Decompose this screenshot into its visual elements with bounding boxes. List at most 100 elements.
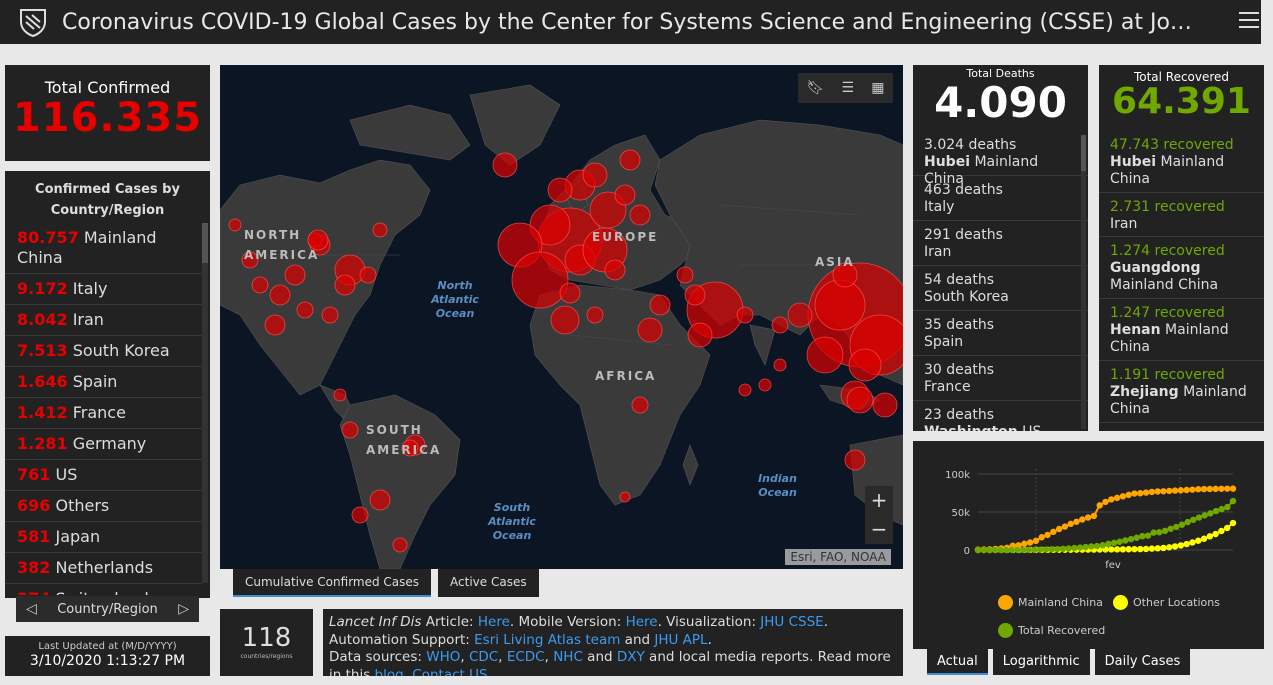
case-bubble[interactable] (687, 322, 713, 348)
data-point[interactable] (1154, 488, 1161, 495)
data-point[interactable] (1224, 524, 1231, 532)
tab-actual[interactable]: Actual (927, 649, 988, 675)
case-bubble[interactable] (321, 306, 339, 324)
data-point[interactable] (1224, 503, 1231, 511)
case-bubble[interactable] (264, 314, 286, 336)
data-point[interactable] (1105, 540, 1112, 548)
data-point[interactable] (1096, 502, 1103, 509)
next-arrow-icon[interactable]: ▷ (178, 601, 189, 617)
case-bubble[interactable] (307, 229, 329, 251)
case-bubble[interactable] (676, 266, 694, 284)
legend-total-recovered[interactable]: Total Recovered (998, 623, 1105, 638)
data-point[interactable] (1177, 487, 1185, 494)
data-point[interactable] (1189, 486, 1196, 493)
data-point[interactable] (1166, 487, 1173, 495)
data-point[interactable] (1160, 544, 1167, 552)
data-point[interactable] (1048, 546, 1055, 553)
data-point[interactable] (1113, 546, 1121, 553)
case-bubble[interactable] (848, 348, 882, 382)
case-bubble[interactable] (492, 152, 518, 178)
data-point[interactable] (1200, 485, 1208, 493)
jhu-csse-link[interactable]: JHU CSSE (760, 614, 824, 630)
list-item[interactable]: 7.513 South Korea (5, 336, 202, 367)
legend-other-locations[interactable]: Other Locations (1113, 595, 1220, 610)
data-point[interactable] (1150, 529, 1157, 536)
data-point[interactable] (1116, 538, 1123, 545)
case-bubble[interactable] (736, 306, 754, 324)
data-point[interactable] (1160, 488, 1167, 495)
tab-cumulative-confirmed[interactable]: Cumulative Confirmed Cases (233, 569, 432, 597)
data-point[interactable] (1076, 544, 1084, 551)
case-bubble[interactable] (738, 383, 752, 397)
case-bubble[interactable] (773, 358, 787, 372)
data-point[interactable] (1148, 488, 1156, 496)
data-point[interactable] (1122, 537, 1129, 544)
case-bubble[interactable] (392, 537, 408, 553)
blog-link[interactable]: blog (374, 666, 404, 677)
list-item[interactable]: 463 deaths Italy (913, 176, 1088, 221)
data-point[interactable] (1044, 531, 1051, 539)
data-point[interactable] (1200, 535, 1208, 542)
data-point[interactable] (1054, 545, 1061, 553)
case-bubble[interactable] (787, 302, 813, 328)
data-point[interactable] (1110, 539, 1118, 547)
recovered-list-panel[interactable]: 47.743 recovered Hubei Mainland China 2.73… (1099, 131, 1264, 431)
list-item[interactable]: 8.042 Iran (5, 305, 202, 336)
data-point[interactable] (1137, 490, 1144, 497)
data-point[interactable] (1166, 544, 1173, 551)
data-point[interactable] (1139, 532, 1146, 540)
data-point[interactable] (1229, 519, 1237, 527)
list-item[interactable]: 1.412 France (5, 398, 202, 429)
data-point[interactable] (1042, 546, 1050, 553)
data-point[interactable] (1171, 543, 1179, 550)
list-item[interactable]: 30 deaths France (913, 356, 1088, 401)
data-point[interactable] (1154, 545, 1161, 552)
data-point[interactable] (1099, 542, 1106, 549)
data-point[interactable] (1184, 518, 1191, 526)
data-point[interactable] (1026, 539, 1034, 546)
list-item[interactable]: 1.247 recovered Henan Mainland China (1099, 299, 1264, 361)
article-link[interactable]: Here (477, 614, 510, 630)
case-bubble[interactable] (844, 449, 866, 471)
data-point[interactable] (1037, 546, 1044, 553)
data-point[interactable] (1206, 533, 1214, 540)
data-point[interactable] (1021, 540, 1028, 547)
case-bubble[interactable] (284, 264, 306, 286)
data-point[interactable] (1102, 498, 1109, 506)
data-point[interactable] (1119, 546, 1127, 553)
data-point[interactable] (1167, 525, 1174, 532)
data-point[interactable] (1218, 505, 1225, 513)
case-bubble[interactable] (341, 421, 359, 439)
country-region-tab-label[interactable]: Country/Region (57, 601, 158, 617)
case-bubble[interactable] (684, 284, 706, 306)
list-item[interactable]: 1.274 recovered Guangdong Mainland China (1099, 237, 1264, 299)
data-point[interactable] (1065, 545, 1072, 552)
case-bubble[interactable] (814, 279, 866, 331)
case-bubble[interactable] (372, 222, 388, 238)
prev-arrow-icon[interactable]: ◁ (26, 601, 37, 617)
data-point[interactable] (1195, 514, 1203, 521)
list-item[interactable]: 9.172 Italy (5, 274, 202, 305)
case-bubble[interactable] (547, 177, 573, 203)
case-bubbles[interactable] (228, 149, 903, 553)
case-bubble[interactable] (582, 162, 608, 188)
data-point[interactable] (1142, 545, 1150, 553)
data-point[interactable] (1212, 507, 1220, 515)
deaths-list-panel[interactable]: 3.024 deaths Hubei Mainland China 463 deat… (913, 131, 1088, 431)
case-bubble[interactable] (619, 149, 641, 171)
case-bubble[interactable] (629, 204, 651, 226)
data-point[interactable] (1178, 521, 1186, 528)
data-point[interactable] (1073, 518, 1080, 525)
data-point[interactable] (991, 546, 999, 554)
data-point[interactable] (1020, 546, 1027, 554)
list-item[interactable]: 3.024 deaths Hubei Mainland China (913, 131, 1088, 187)
data-point[interactable] (1079, 516, 1086, 523)
zoom-in-button[interactable]: + (870, 488, 888, 512)
case-bubble[interactable] (334, 274, 356, 296)
data-point[interactable] (1131, 490, 1138, 497)
tab-active-cases[interactable]: Active Cases (438, 569, 539, 597)
data-point[interactable] (1108, 546, 1115, 553)
list-item[interactable]: 80.757 Mainland China (5, 223, 202, 274)
data-point[interactable] (1125, 546, 1132, 553)
bookmark-icon[interactable]: 🔖︎ (806, 80, 825, 96)
